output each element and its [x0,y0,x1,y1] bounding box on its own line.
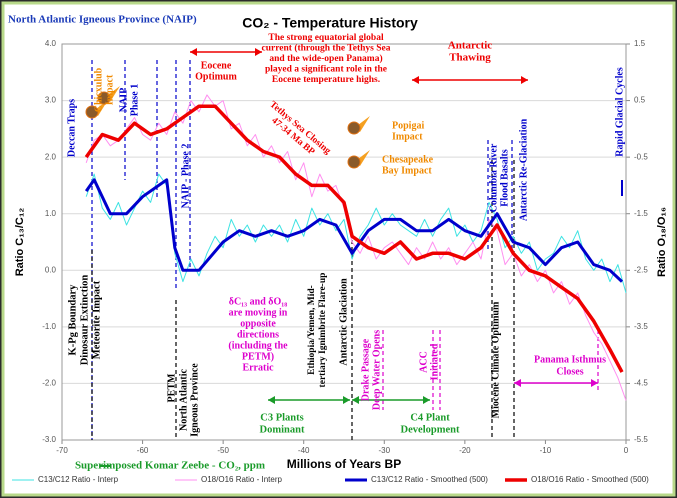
x-tick-label: -60 [137,446,149,455]
annotation: Chicxulub [93,67,104,112]
annotation: PETM) [242,351,274,362]
y2-tick-label: -0.5 [634,152,648,161]
y2-tick-label: -5.5 [634,435,648,444]
annotation: Eocene [201,60,232,71]
annotation: (including the [228,340,288,351]
annotation: Popigai [392,120,424,131]
annotation: Rapid Glacial Cycles [614,67,625,157]
annotation: Antarctic Re-Glaciation [518,118,529,221]
y2-tick-label: 0.5 [634,96,646,105]
y-tick-label: -2.0 [42,379,56,388]
y-tick-label: -1.0 [42,322,56,331]
annotation: Thawing [449,52,491,64]
annotation: C4 Plant [410,412,450,423]
annotation: Drake Passage [360,338,371,401]
annotation: The strong equatorial global [268,33,384,43]
annotation: NAIP - Phase 2 [180,144,191,209]
meteor [348,122,360,134]
annotation: ACC [418,351,429,373]
annotation: tertiary Ignimbrite Flare-up [318,273,328,388]
annotation: North Atlantic [178,368,189,431]
y-tick-label: -3.0 [42,435,56,444]
x-tick-label: -10 [540,446,552,455]
annotation: Miocene Climate Optimum [490,301,501,418]
annotation: Phase 1 [129,84,140,117]
annotation: current (through the Tethys Sea [262,43,391,54]
y2-axis-title: Ratio O₁₈/O₁₆ [656,207,668,277]
legend-label: O18/O16 Ratio - Interp [201,475,282,484]
legend-label: O18/O16 Ratio - Smoothed (500) [531,475,649,484]
y2-tick-label: -1.5 [634,209,648,218]
legend-label: C13/C12 Ratio - Smoothed (500) [371,475,488,484]
x-axis-title: Millions of Years BP [287,457,401,471]
chart-title: CO₂ - Temperature History [242,15,418,31]
annotation: Deep Water Opens [371,330,382,410]
annotation: Igneous Province [189,363,200,437]
y2-tick-label: 1.5 [634,39,646,48]
annotation: Panama Isthmus [534,354,606,365]
annotation: Deccan Traps [66,99,77,157]
y-tick-label: 2.0 [45,152,57,161]
annotation: Optimum [195,71,237,82]
annotation: Erratic [242,362,274,373]
x-tick-label: -20 [459,446,471,455]
annotation: Ethiopia/Yemen, Mid- [307,285,317,375]
y-tick-label: 1.0 [45,209,57,218]
chart: CO₂ - Temperature History Millions of Ye… [0,0,677,498]
annotation: Dinosaur Extinction [79,275,90,366]
annotation: δC₁₃ and δO₁₈ [229,296,288,307]
y-axis-title: Ratio C₁₃/C₁₂ [14,208,26,277]
annotation: Impact [392,131,423,142]
x-tick-label: -70 [56,446,68,455]
y-tick-label: 0.0 [45,265,57,274]
y-tick-label: 3.0 [45,96,57,105]
x-tick-label: -30 [379,446,391,455]
annotation: Antarctic Glaciation [338,278,349,366]
annotation: NAIP [118,88,129,112]
annotation: Columbia River [488,143,499,212]
x-tick-label: -50 [217,446,229,455]
annotation: are moving in [229,307,288,318]
annotation: Impact [104,74,115,105]
annotation: Closes [556,366,583,377]
y2-tick-label: -2.5 [634,265,648,274]
x-tick-label: 0 [624,446,629,455]
annotation: opposite [240,318,276,329]
annotation: Flood Basalts [499,149,510,207]
annotation: played a significant role in the [265,65,387,75]
annotation: and the wide-open Panama) [269,53,382,64]
x-tick-label: -40 [298,446,310,455]
annotation: PETM [166,373,177,402]
annotation: Chesapeake [382,154,434,165]
annotation: K-Pg Boundary [67,284,78,356]
annotation: Development [401,424,460,435]
meteor [348,156,360,168]
annotation: Dominant [260,424,305,435]
page: {"chart_data": { "type": "line", "title"… [0,0,677,498]
legend-label: C13/C12 Ratio - Interp [38,475,119,484]
annotation: C3 Plants [260,412,303,423]
annotation: Antarctic [448,40,493,52]
annotation: Bay Impact [382,165,432,176]
y2-tick-label: -4.5 [634,379,648,388]
annotation: Eocene temperature highs. [272,75,380,85]
y2-tick-label: -3.5 [634,322,648,331]
y-tick-label: 4.0 [45,39,57,48]
annotation: Meteorite Impact [91,280,102,359]
annotation: Initiated [429,343,440,380]
annotation: directions [237,329,279,340]
annotation: North Atlantic Igneous Province (NAIP) [8,14,197,26]
